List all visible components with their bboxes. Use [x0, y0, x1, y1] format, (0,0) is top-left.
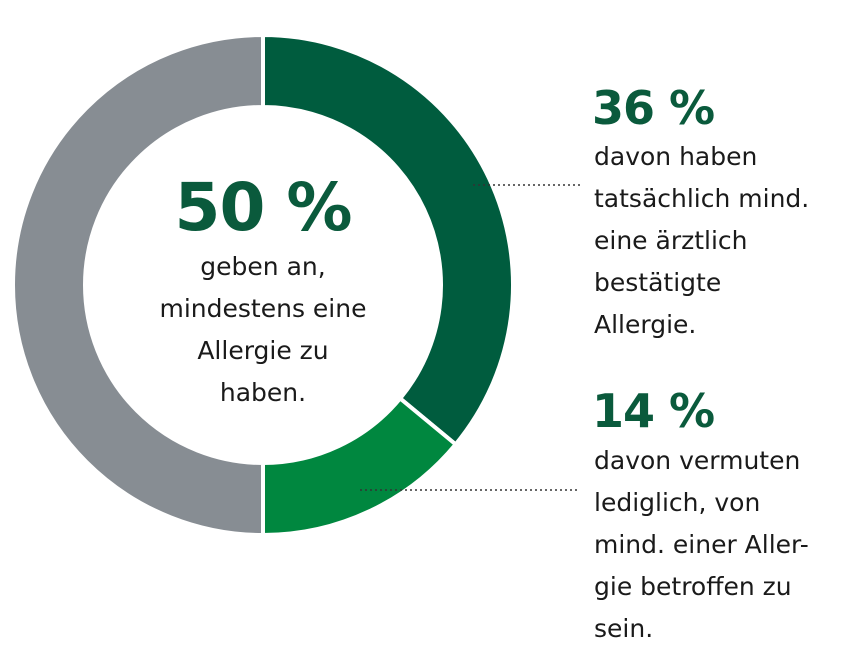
- donut-slices: [11, 32, 515, 538]
- center-description: geben an, mindestens eine Allergie zu ha…: [159, 252, 367, 407]
- annotation-14-description: davon vermuten lediglich, von mind. eine…: [594, 446, 809, 643]
- center-percentage: 50 %: [174, 169, 353, 246]
- donut-slice-14: [261, 395, 459, 538]
- center-label: 50 % geben an, mindestens eine Allergie …: [88, 170, 438, 414]
- annotation-36-percentage: 36 %: [592, 81, 715, 135]
- annotation-36-description: davon haben tatsächlich mind. eine ärztl…: [594, 142, 810, 339]
- donut-slice-36: [261, 32, 515, 448]
- donut-slice-50: [11, 32, 265, 538]
- annotation-14-percentage: 14 %: [592, 384, 715, 438]
